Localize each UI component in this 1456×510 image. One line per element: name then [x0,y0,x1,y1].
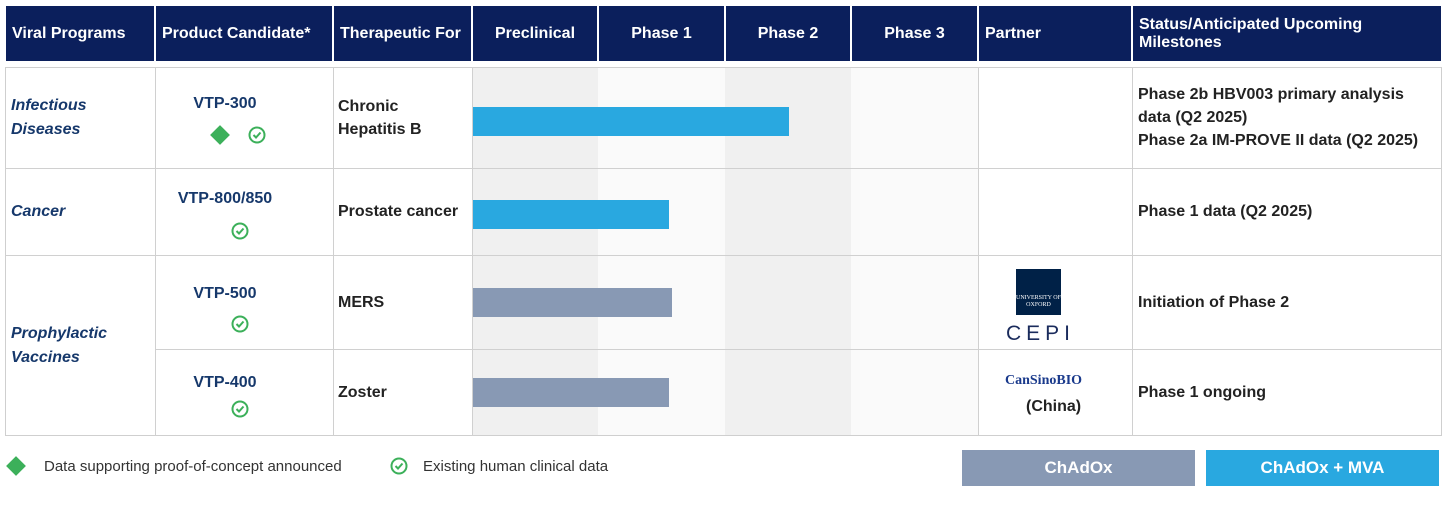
therapeutic: MERS [338,293,385,311]
program-label: Cancer [11,168,141,255]
row-line [5,255,1442,256]
header-cell: Status/Anticipated Upcoming Milestones [1133,6,1441,61]
program-text: Cancer [11,202,66,220]
col-line [333,67,334,436]
program-label: Prophylactic Vaccines [11,255,141,436]
header-cell: Phase 2 [726,6,850,61]
header-cell: Therapeutic For [334,6,471,61]
check [231,315,249,333]
col-line [978,67,979,436]
therapeutic-cell: Prostate cancer [338,168,468,255]
phase-bg [851,67,978,436]
cepi-logo: CEPI [1006,322,1076,345]
milestones: Initiation of Phase 2 [1138,255,1428,349]
progress-bar [473,200,670,229]
milestone: Phase 2b HBV003 primary analysis data (Q… [1138,86,1404,126]
header-cell: Viral Programs [6,6,154,61]
legend-text: Data supporting proof-of-concept announc… [44,458,342,475]
program-text: Infectious Diseases [11,96,87,138]
check-icon [229,313,251,335]
platform-key: ChAdOx + MVA [1206,450,1439,486]
check [248,126,266,144]
candidate: VTP-800/850 [177,190,273,207]
col-line [155,67,156,436]
check-icon [388,455,410,477]
check [390,457,408,475]
legend-text: Existing human clinical data [423,458,609,475]
row-line [5,168,1442,169]
therapeutic: Zoster [338,384,387,401]
check-icon [229,220,251,242]
milestone: Phase 1 ongoing [1138,384,1267,401]
milestone: Initiation of Phase 2 [1138,293,1290,311]
milestone: Phase 1 data (Q2 2025) [1138,203,1313,220]
oxford-logo: UNIVERSITY OF OXFORD [1016,269,1061,315]
candidate: VTP-400 [193,374,257,391]
progress-bar [473,107,790,136]
candidate: VTP-300 [193,95,257,112]
cansino-logo: CanSinoBIO [1005,373,1083,388]
col-line [1132,67,1133,436]
poc-diamond [209,124,231,146]
milestones: Phase 1 ongoing [1138,349,1428,436]
milestones: Phase 2b HBV003 primary analysis data (Q… [1138,67,1428,168]
diamond [6,456,26,476]
platform-key: ChAdOx [962,450,1195,486]
therapeutic-cell: Zoster [338,349,468,436]
progress-bar [473,378,670,407]
header-cell: Partner [979,6,1131,61]
header-cell: Phase 3 [852,6,977,61]
col-line [472,67,473,436]
check [231,400,249,418]
therapeutic: Chronic Hepatitis B [338,97,422,138]
check-icon [229,398,251,420]
check-icon [246,124,268,146]
therapeutic-cell: Chronic Hepatitis B [338,67,468,168]
check [231,222,249,240]
milestones: Phase 1 data (Q2 2025) [1138,168,1428,255]
partner-note: (China) [1026,398,1082,415]
progress-bar [473,288,672,317]
program-label: Infectious Diseases [11,67,141,168]
table-border [5,67,1442,436]
therapeutic-cell: MERS [338,255,468,349]
row-line [155,349,1442,350]
header-cell: Preclinical [473,6,597,61]
header-cell: Phase 1 [599,6,724,61]
candidate: VTP-500 [193,285,257,302]
program-text: Prophylactic Vaccines [11,324,108,366]
poc-diamond [5,455,27,477]
milestone: Phase 2a IM-PROVE II data (Q2 2025) [1138,132,1419,149]
diamond [210,125,230,145]
therapeutic: Prostate cancer [338,203,459,220]
header-cell: Product Candidate* [156,6,332,61]
